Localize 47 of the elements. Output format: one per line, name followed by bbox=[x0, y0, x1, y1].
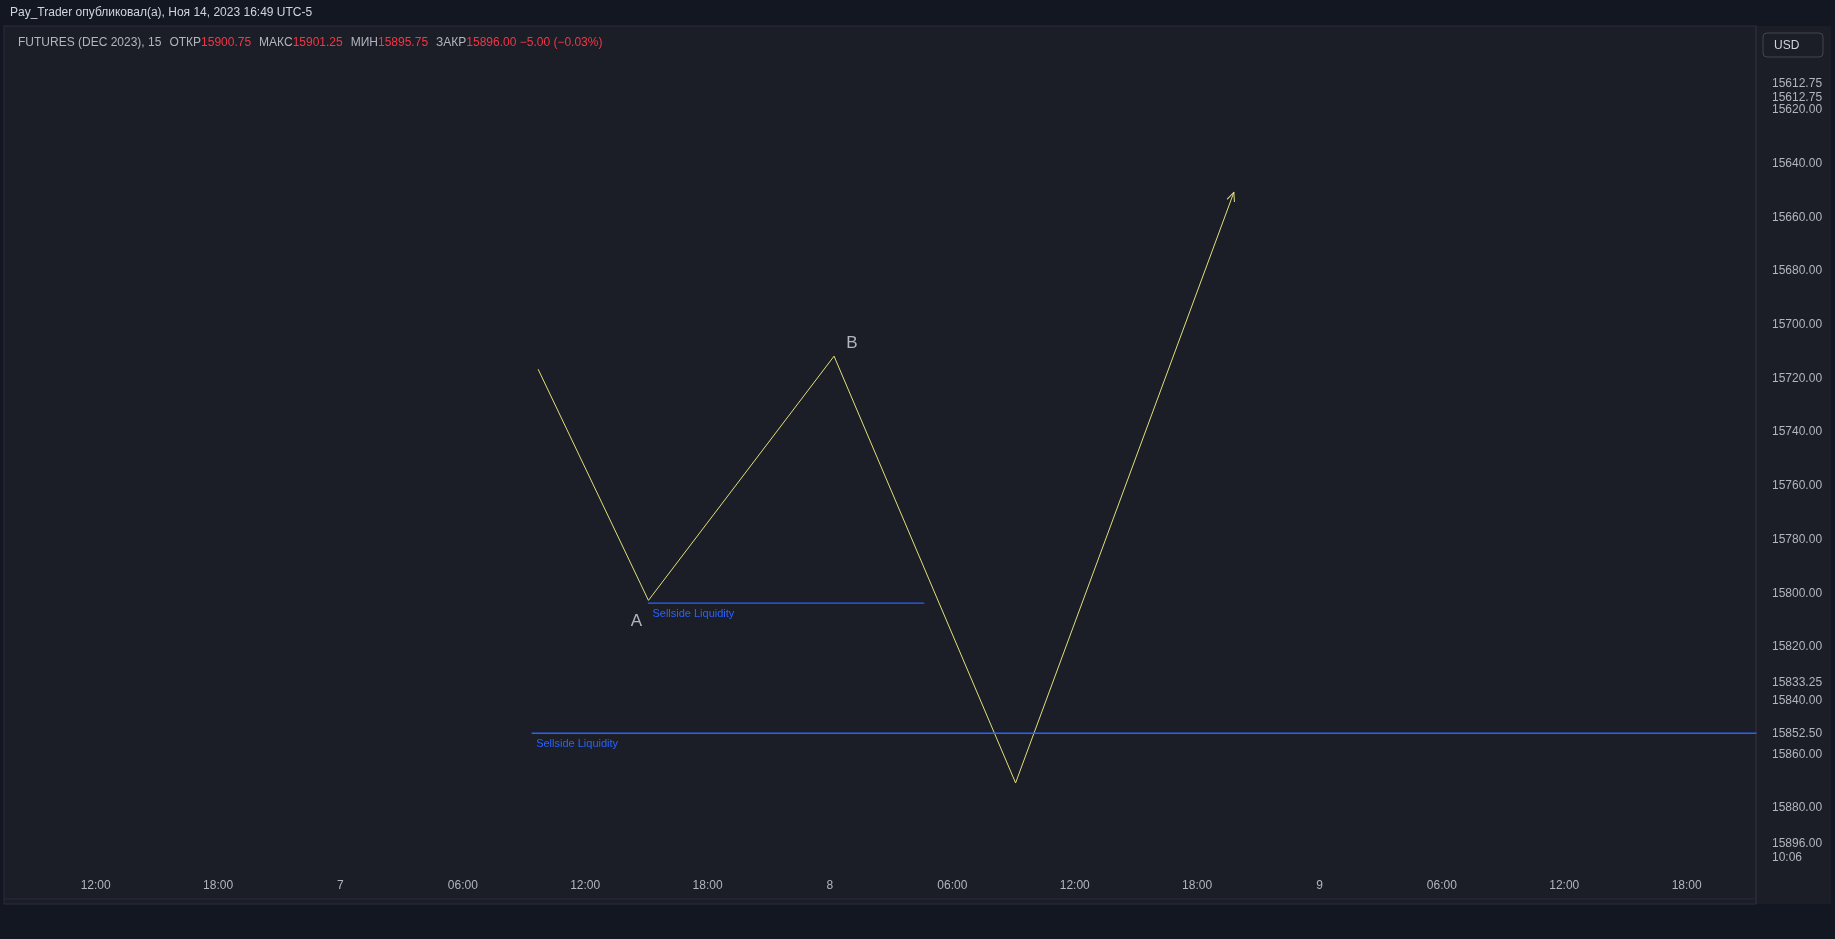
x-tick-label: 18:00 bbox=[1671, 878, 1702, 892]
chart-subtitle: Pay_Trader опубликовал(а), Ноя 14, 2023 16:49 UTC-5 bbox=[10, 5, 313, 19]
x-tick-label: 12:00 bbox=[1059, 878, 1091, 892]
annotation: Sellside Liquidity bbox=[536, 737, 619, 750]
y-tick-label: 15820.00 bbox=[1772, 639, 1823, 654]
annotation: B bbox=[846, 333, 858, 353]
annotation: ОТКР bbox=[169, 35, 202, 49]
x-tick-label: 8 bbox=[826, 878, 834, 892]
y-axis-title: USD bbox=[1774, 38, 1800, 52]
y-tick-label: 15840.00 bbox=[1772, 692, 1823, 707]
annotation: Sellside Liquidity bbox=[652, 607, 735, 620]
y-tick-label: 15852.50 bbox=[1772, 726, 1823, 741]
annotation: МИН bbox=[350, 35, 378, 49]
y-tick-label: 15660.00 bbox=[1772, 209, 1823, 224]
y-tick-label: 15620.00 bbox=[1772, 102, 1823, 117]
x-tick-label: 9 bbox=[1316, 878, 1324, 892]
annotation: 15895.75 bbox=[378, 35, 429, 49]
x-tick-label: 7 bbox=[337, 878, 345, 892]
annotation: A bbox=[630, 611, 643, 631]
y-tick-label: 15680.00 bbox=[1772, 263, 1823, 278]
y-tick-label: 15860.00 bbox=[1772, 746, 1823, 761]
y-tick-label: 15880.00 bbox=[1772, 800, 1823, 815]
y-tick-label: 15612.75 15612.75 bbox=[1772, 75, 1823, 105]
annotation: ЗАКР bbox=[436, 35, 467, 49]
annotation: 15901.25 bbox=[292, 35, 344, 49]
y-tick-label: 15640.00 bbox=[1772, 156, 1823, 171]
y-tick-label: 15780.00 bbox=[1772, 531, 1823, 546]
annotation: 15900.75 bbox=[201, 35, 252, 49]
y-tick-label: 15720.00 bbox=[1772, 370, 1823, 385]
x-tick-label: 18:00 bbox=[203, 878, 234, 892]
y-tick-label: 15833.25 bbox=[1772, 674, 1823, 689]
x-tick-label: 06:00 bbox=[447, 878, 479, 892]
y-tick-label: 15760.00 bbox=[1772, 478, 1823, 493]
x-tick-label: 12:00 bbox=[1549, 878, 1580, 892]
x-tick-label: 18:00 bbox=[692, 878, 723, 892]
y-tick-label: 15896.00 10:06 bbox=[1772, 836, 1823, 865]
y-tick-label: 15740.00 bbox=[1772, 424, 1823, 439]
x-tick-label: 12:00 bbox=[80, 878, 112, 892]
x-tick-label: 06:00 bbox=[937, 878, 968, 892]
annotation: МАКС bbox=[259, 35, 293, 49]
annotation: 15896.00 −5.00 (−0.03%) bbox=[466, 35, 603, 49]
y-tick-label: 15800.00 bbox=[1772, 585, 1823, 600]
x-tick-label: 06:00 bbox=[1426, 878, 1458, 892]
x-tick-label: 18:00 bbox=[1182, 878, 1213, 892]
y-tick-label: 15700.00 bbox=[1772, 317, 1823, 332]
text: FUTURES (DEC 2023), 15 bbox=[18, 35, 162, 49]
x-tick-label: 12:00 bbox=[570, 878, 601, 892]
